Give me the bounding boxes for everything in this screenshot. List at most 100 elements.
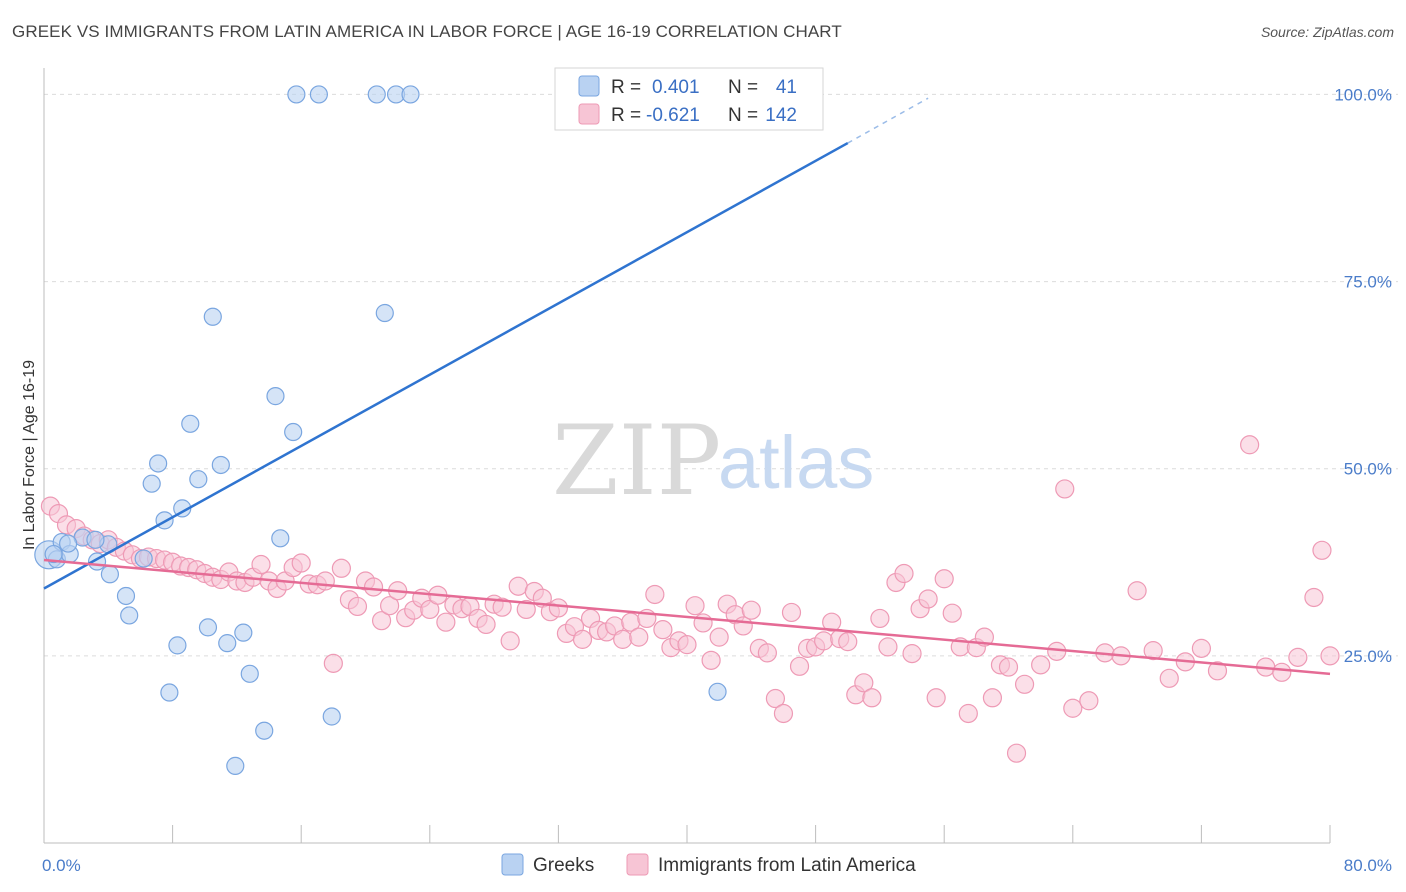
latin-america-point bbox=[934, 569, 954, 589]
trend-lines bbox=[43, 97, 1331, 676]
greek-point bbox=[86, 530, 105, 549]
latin-america-point bbox=[1127, 581, 1147, 601]
latin-america-point bbox=[942, 603, 962, 623]
stats-legend-box bbox=[554, 67, 824, 131]
y-tick-labels: 25.0% 50.0% 75.0% 100.0% bbox=[1334, 85, 1392, 665]
x-tick-labels: 0.0% 80.0% bbox=[42, 856, 1392, 875]
latin-america-point bbox=[1031, 655, 1051, 675]
latin-america-point bbox=[500, 631, 520, 651]
greek-point bbox=[100, 565, 120, 584]
latin-america-point bbox=[789, 656, 810, 676]
greek-point bbox=[181, 414, 200, 433]
latin-bottom-swatch bbox=[626, 853, 649, 876]
latin-america-point bbox=[741, 600, 761, 620]
latin-america-point bbox=[894, 563, 914, 584]
greek-point bbox=[708, 682, 727, 701]
greeks-bottom-swatch bbox=[501, 853, 524, 876]
axes bbox=[43, 68, 1331, 844]
latin-america-point bbox=[685, 596, 705, 616]
greek-point bbox=[287, 85, 306, 104]
latin-america-point bbox=[653, 620, 673, 640]
greek-point bbox=[44, 544, 63, 564]
latin-america-point bbox=[1207, 661, 1228, 681]
latin-america-point bbox=[854, 673, 874, 693]
latin-america-point bbox=[781, 602, 802, 623]
latin-america-points bbox=[40, 435, 1340, 763]
x-tick-label: 0.0% bbox=[42, 856, 81, 875]
greeks-trend-extension bbox=[847, 97, 929, 144]
greeks-legend-label: Greeks bbox=[533, 855, 594, 876]
x-tick-label: 80.0% bbox=[1344, 856, 1392, 875]
latin-america-point bbox=[765, 688, 786, 709]
greeks-trend-line bbox=[43, 141, 849, 590]
latin-america-point bbox=[1240, 435, 1260, 455]
latin-america-point bbox=[331, 558, 351, 578]
latin-america-point bbox=[677, 635, 697, 655]
chart-title: GREEK VS IMMIGRANTS FROM LATIN AMERICA I… bbox=[12, 22, 842, 41]
y-tick-label: 25.0% bbox=[1344, 647, 1392, 666]
latin-america-point bbox=[862, 688, 882, 708]
greek-point bbox=[120, 606, 139, 625]
greek-point bbox=[203, 307, 222, 326]
latin-america-point bbox=[572, 629, 593, 649]
latin-america-point bbox=[476, 614, 496, 635]
latin-america-point bbox=[958, 703, 978, 724]
series-legend: Greeks Immigrants from Latin America bbox=[501, 853, 916, 876]
greek-point bbox=[218, 634, 237, 653]
greek-point bbox=[149, 454, 168, 473]
latin-america-point bbox=[1320, 646, 1340, 666]
latin-america-point bbox=[436, 612, 456, 632]
greeks-legend-swatch bbox=[578, 75, 600, 97]
greeks-r-label: R = bbox=[611, 77, 641, 98]
y-tick-label: 100.0% bbox=[1334, 85, 1392, 104]
latin-america-point bbox=[1304, 587, 1324, 608]
latin-america-point bbox=[347, 596, 368, 617]
greek-point bbox=[255, 721, 274, 740]
latin-america-point bbox=[371, 611, 392, 631]
stats-legend: R = 0.401 N = 41 R = -0.621 N = 142 bbox=[554, 67, 824, 131]
watermark: ZIP atlas bbox=[552, 405, 874, 517]
greek-point bbox=[375, 303, 394, 323]
latin-r-label: R = bbox=[611, 105, 641, 126]
greek-point bbox=[168, 636, 187, 655]
greek-point bbox=[309, 85, 328, 104]
latin-america-point bbox=[902, 644, 922, 664]
greeks-r-value: 0.401 bbox=[652, 77, 700, 98]
latin-n-label: N = bbox=[728, 105, 758, 126]
latin-america-point bbox=[998, 657, 1019, 677]
greek-point bbox=[211, 455, 230, 475]
latin-america-point bbox=[363, 577, 384, 597]
latin-america-point bbox=[773, 703, 794, 724]
latin-america-point bbox=[1288, 647, 1308, 667]
latin-america-point bbox=[508, 576, 528, 596]
greek-point bbox=[401, 85, 420, 104]
greek-point bbox=[284, 422, 303, 442]
latin-america-point bbox=[1055, 479, 1075, 499]
latin-america-point bbox=[1312, 540, 1332, 560]
latin-america-point bbox=[1079, 691, 1099, 711]
latin-america-point bbox=[1014, 674, 1035, 694]
latin-america-point bbox=[1272, 662, 1292, 682]
latin-america-point bbox=[926, 688, 946, 708]
latin-america-point bbox=[838, 632, 858, 652]
latin-r-value: -0.621 bbox=[646, 105, 700, 126]
latin-america-point bbox=[548, 598, 569, 618]
greek-point bbox=[322, 707, 341, 726]
latin-america-point bbox=[251, 554, 271, 575]
latin-america-point bbox=[757, 643, 777, 663]
latin-america-trend-line bbox=[43, 558, 1331, 676]
latin-america-point bbox=[822, 612, 842, 632]
greek-point bbox=[266, 387, 285, 406]
greek-point bbox=[59, 534, 78, 553]
source-label: Source: ZipAtlas.com bbox=[1260, 24, 1394, 40]
latin-america-point bbox=[1006, 743, 1027, 763]
latin-legend-swatch bbox=[578, 103, 600, 125]
latin-america-point bbox=[1191, 638, 1212, 658]
latin-america-point bbox=[1063, 698, 1083, 718]
latin-legend-label: Immigrants from Latin America bbox=[658, 855, 916, 876]
greek-point bbox=[134, 549, 153, 568]
latin-america-point bbox=[709, 627, 729, 647]
watermark-atlas: atlas bbox=[718, 421, 874, 504]
greek-point bbox=[367, 85, 386, 104]
